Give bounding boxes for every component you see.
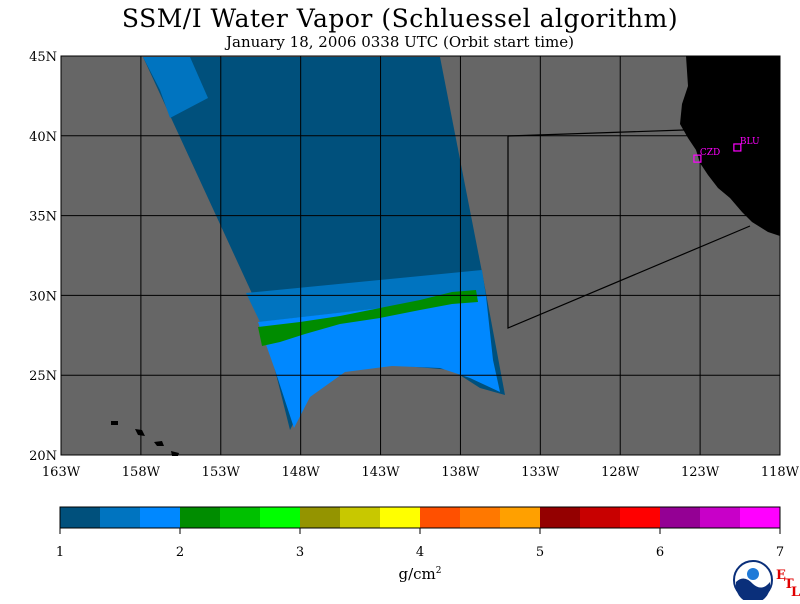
longitude-label: 163W — [42, 465, 81, 480]
stations: CZD BLU — [693, 137, 760, 163]
latitude-label: 25N — [29, 369, 57, 384]
chart-title: SSM/I Water Vapor (Schluessel algorithm) — [121, 4, 679, 33]
map-frame — [60, 55, 781, 456]
colorbar-swatch — [180, 507, 221, 528]
colorbar-tick-label: 4 — [416, 545, 424, 560]
domain-outline-top — [507, 129, 685, 137]
colorbar-swatch — [740, 507, 781, 528]
longitude-label: 143W — [361, 465, 400, 480]
longitude-label: 153W — [202, 465, 241, 480]
colorbar-tick-label: 7 — [776, 545, 784, 560]
etl-logo: E T L — [776, 568, 800, 600]
colorbar-swatch — [460, 507, 501, 528]
colorbar-tick-label: 3 — [296, 545, 304, 560]
colorbar-swatch — [60, 507, 101, 528]
colorbar-unit-label: g/cm2 — [398, 565, 441, 583]
colorbar-swatch — [580, 507, 621, 528]
swath-region-northwest-patch — [143, 57, 208, 118]
colorbar-swatch — [140, 507, 181, 528]
land-west-coast — [680, 56, 780, 236]
colorbar-swatch — [700, 507, 741, 528]
etl-letter-t: T — [784, 577, 794, 592]
longitude-labels: 163W 158W 153W 148W 143W 138W 133W 128W 123W 118W — [42, 465, 800, 480]
latitude-labels: 45N 40N 35N 30N 25N 20N — [29, 50, 57, 464]
station-label: BLU — [740, 137, 760, 147]
colorbar-swatch — [500, 507, 541, 528]
swath — [143, 57, 505, 430]
colorbar-swatch — [260, 507, 301, 528]
colorbar-swatch — [420, 507, 461, 528]
longitude-label: 158W — [122, 465, 161, 480]
colorbar-swatch — [100, 507, 141, 528]
colorbar-swatch — [540, 507, 581, 528]
swath-region-mid-vapor — [246, 270, 486, 322]
latitude-label: 35N — [29, 210, 57, 225]
colorbar-tick-label: 1 — [56, 545, 64, 560]
longitude-label: 128W — [601, 465, 640, 480]
longitude-label: 148W — [282, 465, 321, 480]
colorbar-tick-label: 2 — [176, 545, 184, 560]
longitude-label: 123W — [681, 465, 720, 480]
latitude-label: 45N — [29, 50, 57, 65]
colorbar-tick-label: 5 — [536, 545, 544, 560]
longitude-label: 138W — [441, 465, 480, 480]
colorbar-swatch — [340, 507, 381, 528]
station-marker — [733, 143, 742, 152]
noaa-logo — [730, 560, 776, 603]
colorbar-swatch — [660, 507, 701, 528]
domain-outline — [507, 136, 751, 329]
colorbar-swatch — [220, 507, 261, 528]
station-marker — [693, 154, 702, 163]
land-island — [135, 429, 145, 436]
station-label: CZD — [700, 148, 720, 158]
latitude-label: 20N — [29, 449, 57, 464]
colorbar-swatch — [380, 507, 421, 528]
swath-region-peak-vapor — [258, 290, 478, 346]
longitude-label: 133W — [521, 465, 560, 480]
etl-letter-e: E — [776, 568, 786, 583]
land-island — [154, 441, 164, 446]
etl-letter-l: L — [791, 585, 800, 600]
latitude-label: 40N — [29, 130, 57, 145]
colorbar-swatch — [620, 507, 661, 528]
colorbar: 1 2 3 4 5 6 7 g/cm2 — [56, 506, 784, 583]
chart-subtitle: January 18, 2006 0338 UTC (Orbit start t… — [226, 33, 574, 51]
colorbar-swatch — [300, 507, 341, 528]
longitude-label: 118W — [761, 465, 800, 480]
latitude-label: 30N — [29, 289, 57, 304]
land-island — [111, 421, 118, 425]
colorbar-tick-label: 6 — [656, 545, 664, 560]
